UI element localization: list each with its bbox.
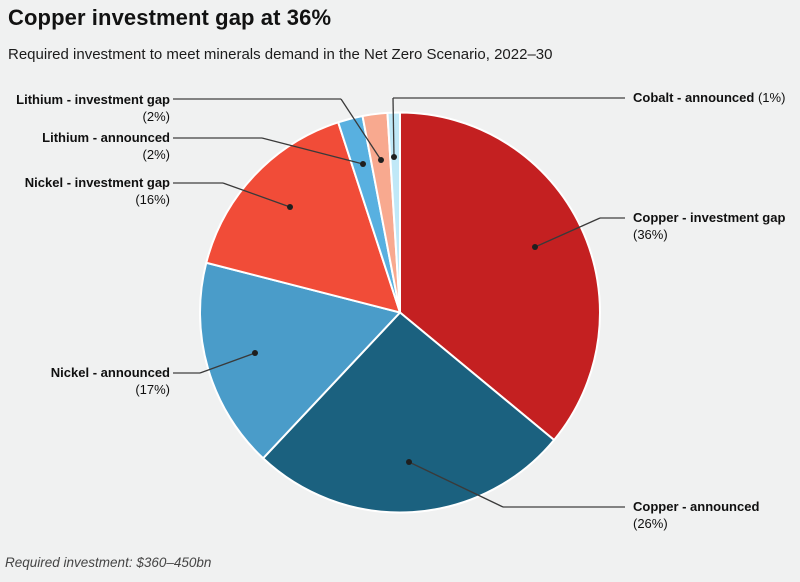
label-cobalt-announced: Cobalt - announced (1%): [633, 89, 785, 106]
leader-dot: [287, 204, 293, 210]
leader-arm: [199, 352, 256, 374]
pie-slice: [205, 121, 401, 314]
chart-title: Copper investment gap at 36%: [8, 5, 332, 30]
label-percent: (1%): [757, 90, 786, 105]
leader-arm: [408, 461, 504, 508]
label-percent: (36%): [633, 227, 668, 242]
footnote: Required investment: $360–450bn: [5, 555, 212, 570]
leader-dot: [406, 459, 412, 465]
label-percent: (26%): [633, 516, 668, 531]
label-text: Nickel - announced: [50, 365, 170, 380]
chart-subtitle: Required investment to meet minerals dem…: [8, 46, 553, 63]
label-lithium-announced: Lithium - announced (2%): [42, 129, 170, 163]
label-percent: (17%): [135, 382, 170, 397]
leader-arm: [392, 97, 395, 158]
label-text: Lithium - announced: [42, 130, 170, 145]
leader-dot: [532, 244, 538, 250]
label-text: Copper - announced: [633, 499, 760, 514]
label-copper-investment-gap: Copper - investment gap (36%): [633, 209, 785, 243]
leader-dot: [360, 161, 366, 167]
leader-arm: [534, 217, 601, 248]
pie-slice: [399, 111, 601, 441]
leader-dot: [391, 154, 397, 160]
pie-slice: [199, 261, 401, 460]
label-text: Copper - investment gap: [633, 210, 786, 225]
label-percent: (2%): [142, 109, 170, 124]
label-percent: (2%): [142, 147, 170, 162]
pie-slice: [262, 311, 556, 514]
label-lithium-investment-gap: Lithium - investment gap (2%): [16, 91, 170, 125]
label-percent: (16%): [135, 192, 170, 207]
leader-arm: [340, 98, 382, 161]
leader-dot: [378, 157, 384, 163]
label-nickel-investment-gap: Nickel - investment gap (16%): [25, 174, 170, 208]
label-text: Lithium - investment gap: [16, 92, 170, 107]
label-nickel-announced: Nickel - announced (17%): [51, 364, 170, 398]
label-text: Nickel - investment gap: [24, 175, 170, 190]
leader-arm: [261, 137, 364, 165]
leader-dot: [252, 350, 258, 356]
label-text: Cobalt - announced: [633, 90, 755, 105]
leader-arm: [222, 182, 291, 208]
label-copper-announced: Copper - announced (26%): [633, 498, 759, 532]
